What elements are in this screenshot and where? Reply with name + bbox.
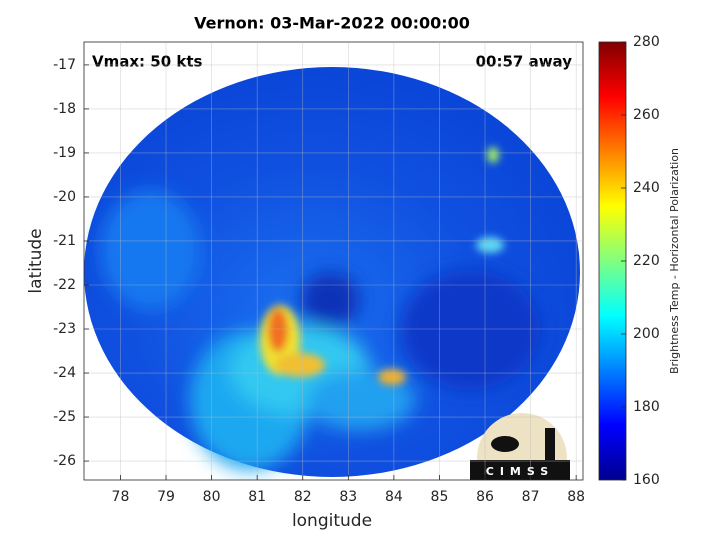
x-tick-label: 79	[157, 489, 175, 505]
x-tick-label: 88	[567, 489, 585, 505]
y-tick-label: -18	[53, 101, 76, 117]
y-tick-label: -25	[53, 409, 76, 425]
y-tick-label: -17	[53, 57, 76, 73]
colorbar-tick-label: 280	[633, 34, 660, 50]
y-axis-label: latitude	[26, 228, 46, 293]
plot-frame	[83, 41, 584, 481]
x-tick-label: 82	[294, 489, 312, 505]
colorbar-label: Brightness Temp - Horizontal Polarizatio…	[668, 148, 681, 374]
y-tick-label: -26	[53, 453, 76, 469]
x-tick-label: 86	[476, 489, 494, 505]
x-tick-label: 84	[385, 489, 403, 505]
colorbar-tick-label: 160	[633, 472, 660, 488]
colorbar-tick-label: 200	[633, 326, 660, 342]
y-tick-label: -23	[53, 321, 76, 337]
y-tick-label: -22	[53, 277, 76, 293]
annotation: 00:57 away	[476, 53, 573, 71]
colorbar-tick-label: 220	[633, 253, 660, 269]
chart-title: Vernon: 03-Mar-2022 00:00:00	[194, 14, 470, 33]
annotation: Vmax: 50 kts	[92, 53, 202, 71]
x-tick-label: 78	[112, 489, 130, 505]
colorbar-tick-label: 240	[633, 180, 660, 196]
image: CIMSS	[84, 42, 583, 480]
y-tick-label: -21	[53, 233, 76, 249]
y-tick-label: -24	[53, 365, 76, 381]
logo-text: CIMSS	[486, 465, 554, 478]
x-tick-label: 81	[248, 489, 266, 505]
x-tick-label: 80	[203, 489, 221, 505]
logo: CIMSS	[470, 413, 570, 480]
colorbar-tick-label: 180	[633, 399, 660, 415]
colorbar-tick-label: 260	[633, 107, 660, 123]
x-tick-label: 83	[339, 489, 357, 505]
x-tick-label: 87	[522, 489, 540, 505]
x-tick-label: 85	[431, 489, 449, 505]
x-axis-label: longitude	[292, 511, 372, 531]
y-tick-label: -19	[53, 145, 76, 161]
y-tick-label: -20	[53, 189, 76, 205]
